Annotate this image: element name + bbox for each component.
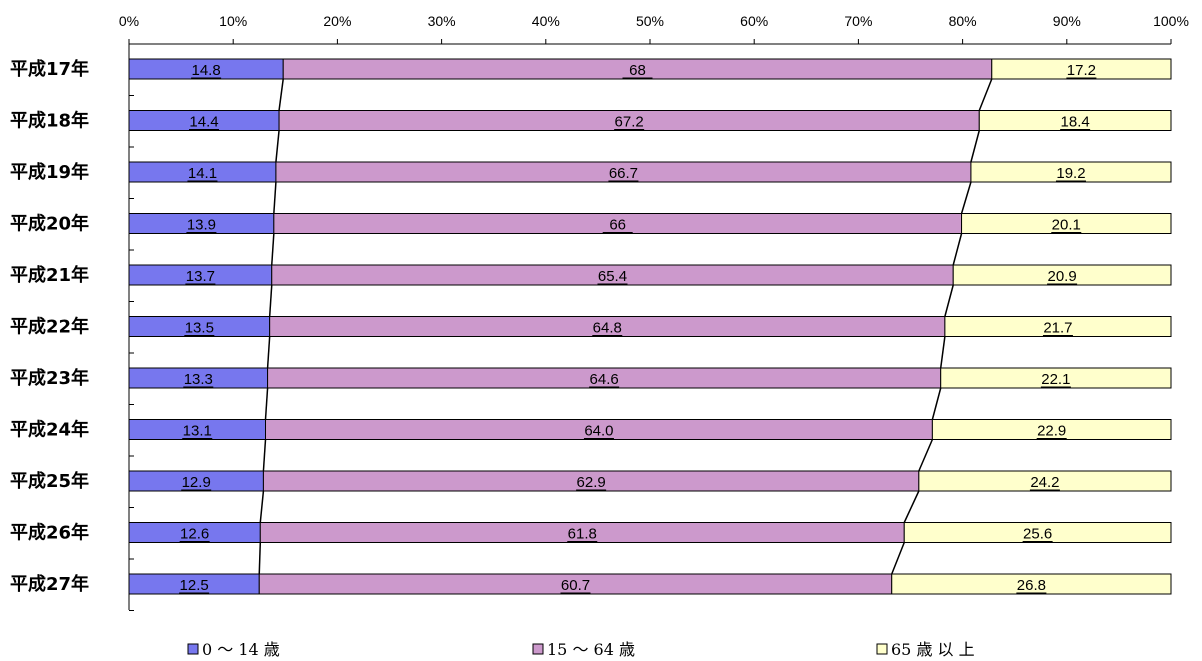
data-label: 60.7 xyxy=(561,577,590,594)
series-line xyxy=(262,439,267,472)
category-label: 平成25年 xyxy=(10,470,89,492)
data-label: 22.1 xyxy=(1041,371,1070,388)
data-label: 14.1 xyxy=(188,165,217,182)
data-label: 12.6 xyxy=(180,526,209,543)
series-line xyxy=(258,542,262,575)
y-axis: 平成17年平成18年平成19年平成20年平成21年平成22年平成23年平成24年… xyxy=(10,43,134,611)
data-label: 61.8 xyxy=(568,526,597,543)
x-tick-label: 100% xyxy=(1153,13,1189,29)
data-label: 68 xyxy=(629,62,646,79)
data-label: 22.9 xyxy=(1037,423,1066,440)
legend-label: 65 歳 以 上 xyxy=(891,640,975,659)
category-label: 平成27年 xyxy=(10,573,89,595)
data-label: 12.5 xyxy=(180,577,209,594)
data-label: 17.2 xyxy=(1067,62,1096,79)
series-line xyxy=(271,233,275,266)
series-line xyxy=(268,284,273,317)
category-label: 平成18年 xyxy=(10,110,89,132)
data-label: 64.8 xyxy=(593,320,622,337)
x-tick-label: 80% xyxy=(949,13,977,29)
series-line xyxy=(275,130,280,163)
category-label: 平成24年 xyxy=(10,419,89,441)
data-label: 13.5 xyxy=(185,320,214,337)
x-tick-label: 0% xyxy=(119,13,139,29)
data-label: 13.7 xyxy=(186,268,215,285)
data-label: 66.7 xyxy=(609,165,638,182)
x-axis: 0% 10% 20% 30% 40% 50% 60% 70% 80% 90% 100% xyxy=(119,13,1189,45)
bars: 14.8 68 17.2 14.4 67.2 18.4 14.1 66.7 19.2 13.9 66… xyxy=(128,58,1172,595)
series-lines xyxy=(258,78,993,575)
x-tick-label: 50% xyxy=(636,13,664,29)
series-line xyxy=(970,130,980,163)
series-line xyxy=(952,233,963,266)
series-line xyxy=(278,78,284,111)
bar-segment xyxy=(970,161,1172,183)
data-label: 25.6 xyxy=(1023,526,1052,543)
bar-segment xyxy=(931,419,1172,440)
legend-swatch xyxy=(876,643,888,655)
data-label: 65.4 xyxy=(598,268,627,285)
series-line xyxy=(960,181,972,214)
bar-segment xyxy=(944,316,1172,337)
data-label: 14.8 xyxy=(192,62,221,79)
x-tick-label: 30% xyxy=(428,13,456,29)
series-line xyxy=(944,284,954,317)
series-line xyxy=(939,336,946,369)
series-line xyxy=(273,181,277,214)
legend-label: 15 ～ 64 歳 xyxy=(547,640,635,659)
data-label: 20.9 xyxy=(1048,268,1077,285)
series-line xyxy=(259,490,265,523)
data-label: 24.2 xyxy=(1030,474,1059,491)
data-label: 13.1 xyxy=(183,423,212,440)
data-label: 64.6 xyxy=(590,371,619,388)
bar-segment xyxy=(961,213,1172,234)
x-tick-label: 40% xyxy=(532,13,560,29)
legend-label: 0 ～ 14 歳 xyxy=(202,640,280,659)
category-label: 平成21年 xyxy=(10,264,89,286)
series-line xyxy=(918,439,934,472)
bar-segment xyxy=(903,522,1172,543)
data-label: 21.7 xyxy=(1043,320,1072,337)
category-label: 平成23年 xyxy=(10,367,89,389)
data-label: 13.3 xyxy=(184,371,213,388)
x-tick-label: 70% xyxy=(844,13,872,29)
series-line xyxy=(903,490,920,523)
x-tick-label: 90% xyxy=(1053,13,1081,29)
series-line xyxy=(266,336,271,369)
data-label: 14.4 xyxy=(189,114,218,131)
series-line xyxy=(931,387,942,420)
bar-segment xyxy=(952,264,1172,286)
data-label: 19.2 xyxy=(1056,165,1085,182)
data-label: 64.0 xyxy=(584,423,613,440)
x-tick-label: 60% xyxy=(740,13,768,29)
data-label: 18.4 xyxy=(1061,114,1090,131)
legend-swatch xyxy=(532,643,544,655)
legend-swatch xyxy=(187,643,199,655)
series-line xyxy=(891,542,905,575)
data-label: 67.2 xyxy=(615,114,644,131)
bar-segment xyxy=(978,110,1172,131)
category-label: 平成26年 xyxy=(10,522,89,544)
category-label: 平成19年 xyxy=(10,161,89,183)
data-label: 13.9 xyxy=(187,217,216,234)
series-line xyxy=(264,387,269,420)
legend: 0 ～ 14 歳 15 ～ 64 歳 65 歳 以 上 xyxy=(187,640,975,659)
x-tick-label: 20% xyxy=(323,13,351,29)
data-label: 12.9 xyxy=(182,474,211,491)
data-label: 62.9 xyxy=(577,474,606,491)
data-label: 66 xyxy=(609,217,626,234)
category-label: 平成22年 xyxy=(10,316,89,338)
series-line xyxy=(978,78,993,111)
bar-segment xyxy=(918,470,1172,492)
bar-segment xyxy=(991,58,1172,80)
data-label: 26.8 xyxy=(1017,577,1046,594)
x-tick-label: 10% xyxy=(219,13,247,29)
bar-segment xyxy=(891,573,1172,595)
bar-segment xyxy=(940,367,1172,389)
category-label: 平成20年 xyxy=(10,213,89,235)
category-label: 平成17年 xyxy=(10,58,89,80)
data-label: 20.1 xyxy=(1052,217,1081,234)
